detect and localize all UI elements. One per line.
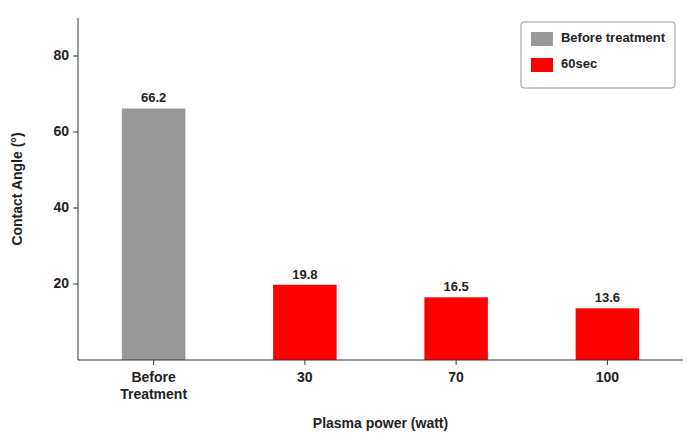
data-label: 19.8 [292,267,317,282]
chart: 66.2 19.8 16.5 13.6 20 40 60 80 BeforeTreatment 3… [0,0,698,442]
y-axis-label: Contact Angle (°) [9,132,25,245]
bar [424,297,488,360]
legend-swatch [531,32,553,46]
chart-container: 66.2 19.8 16.5 13.6 20 40 60 80 BeforeTreatment 3… [0,0,698,442]
data-label: 13.6 [595,290,620,305]
bar [122,108,186,360]
legend-label: Before treatment [561,30,666,45]
legend-label: 60sec [561,56,597,71]
x-axis-label: Plasma power (watt) [313,415,448,431]
data-label: 66.2 [141,90,166,105]
bar [576,308,640,360]
x-tick-label: 30 [297,369,313,385]
x-tick-label: 70 [448,369,464,385]
legend-frame [521,22,675,88]
data-labels: 66.2 19.8 16.5 13.6 [141,90,620,305]
bars [122,108,639,360]
y-tick [73,132,78,133]
legend: Before treatment 60sec [521,22,675,88]
x-tick [153,360,154,365]
x-tick-label: 100 [596,369,620,385]
axes: 20 40 60 80 BeforeTreatment 30 70 100 [53,18,683,402]
x-tick [456,360,457,365]
y-tick [73,208,78,209]
x-tick-label: BeforeTreatment [120,369,187,402]
x-axis-line [78,360,683,361]
y-tick-label: 80 [53,47,69,63]
bar [273,285,337,360]
y-axis-line [78,18,79,360]
y-tick [73,56,78,57]
legend-swatch [531,58,553,72]
y-tick [73,284,78,285]
y-tick-label: 40 [53,199,69,215]
x-tick [607,360,608,365]
x-tick [304,360,305,365]
y-tick-label: 20 [53,275,69,291]
y-tick-label: 60 [53,123,69,139]
data-label: 16.5 [443,279,468,294]
